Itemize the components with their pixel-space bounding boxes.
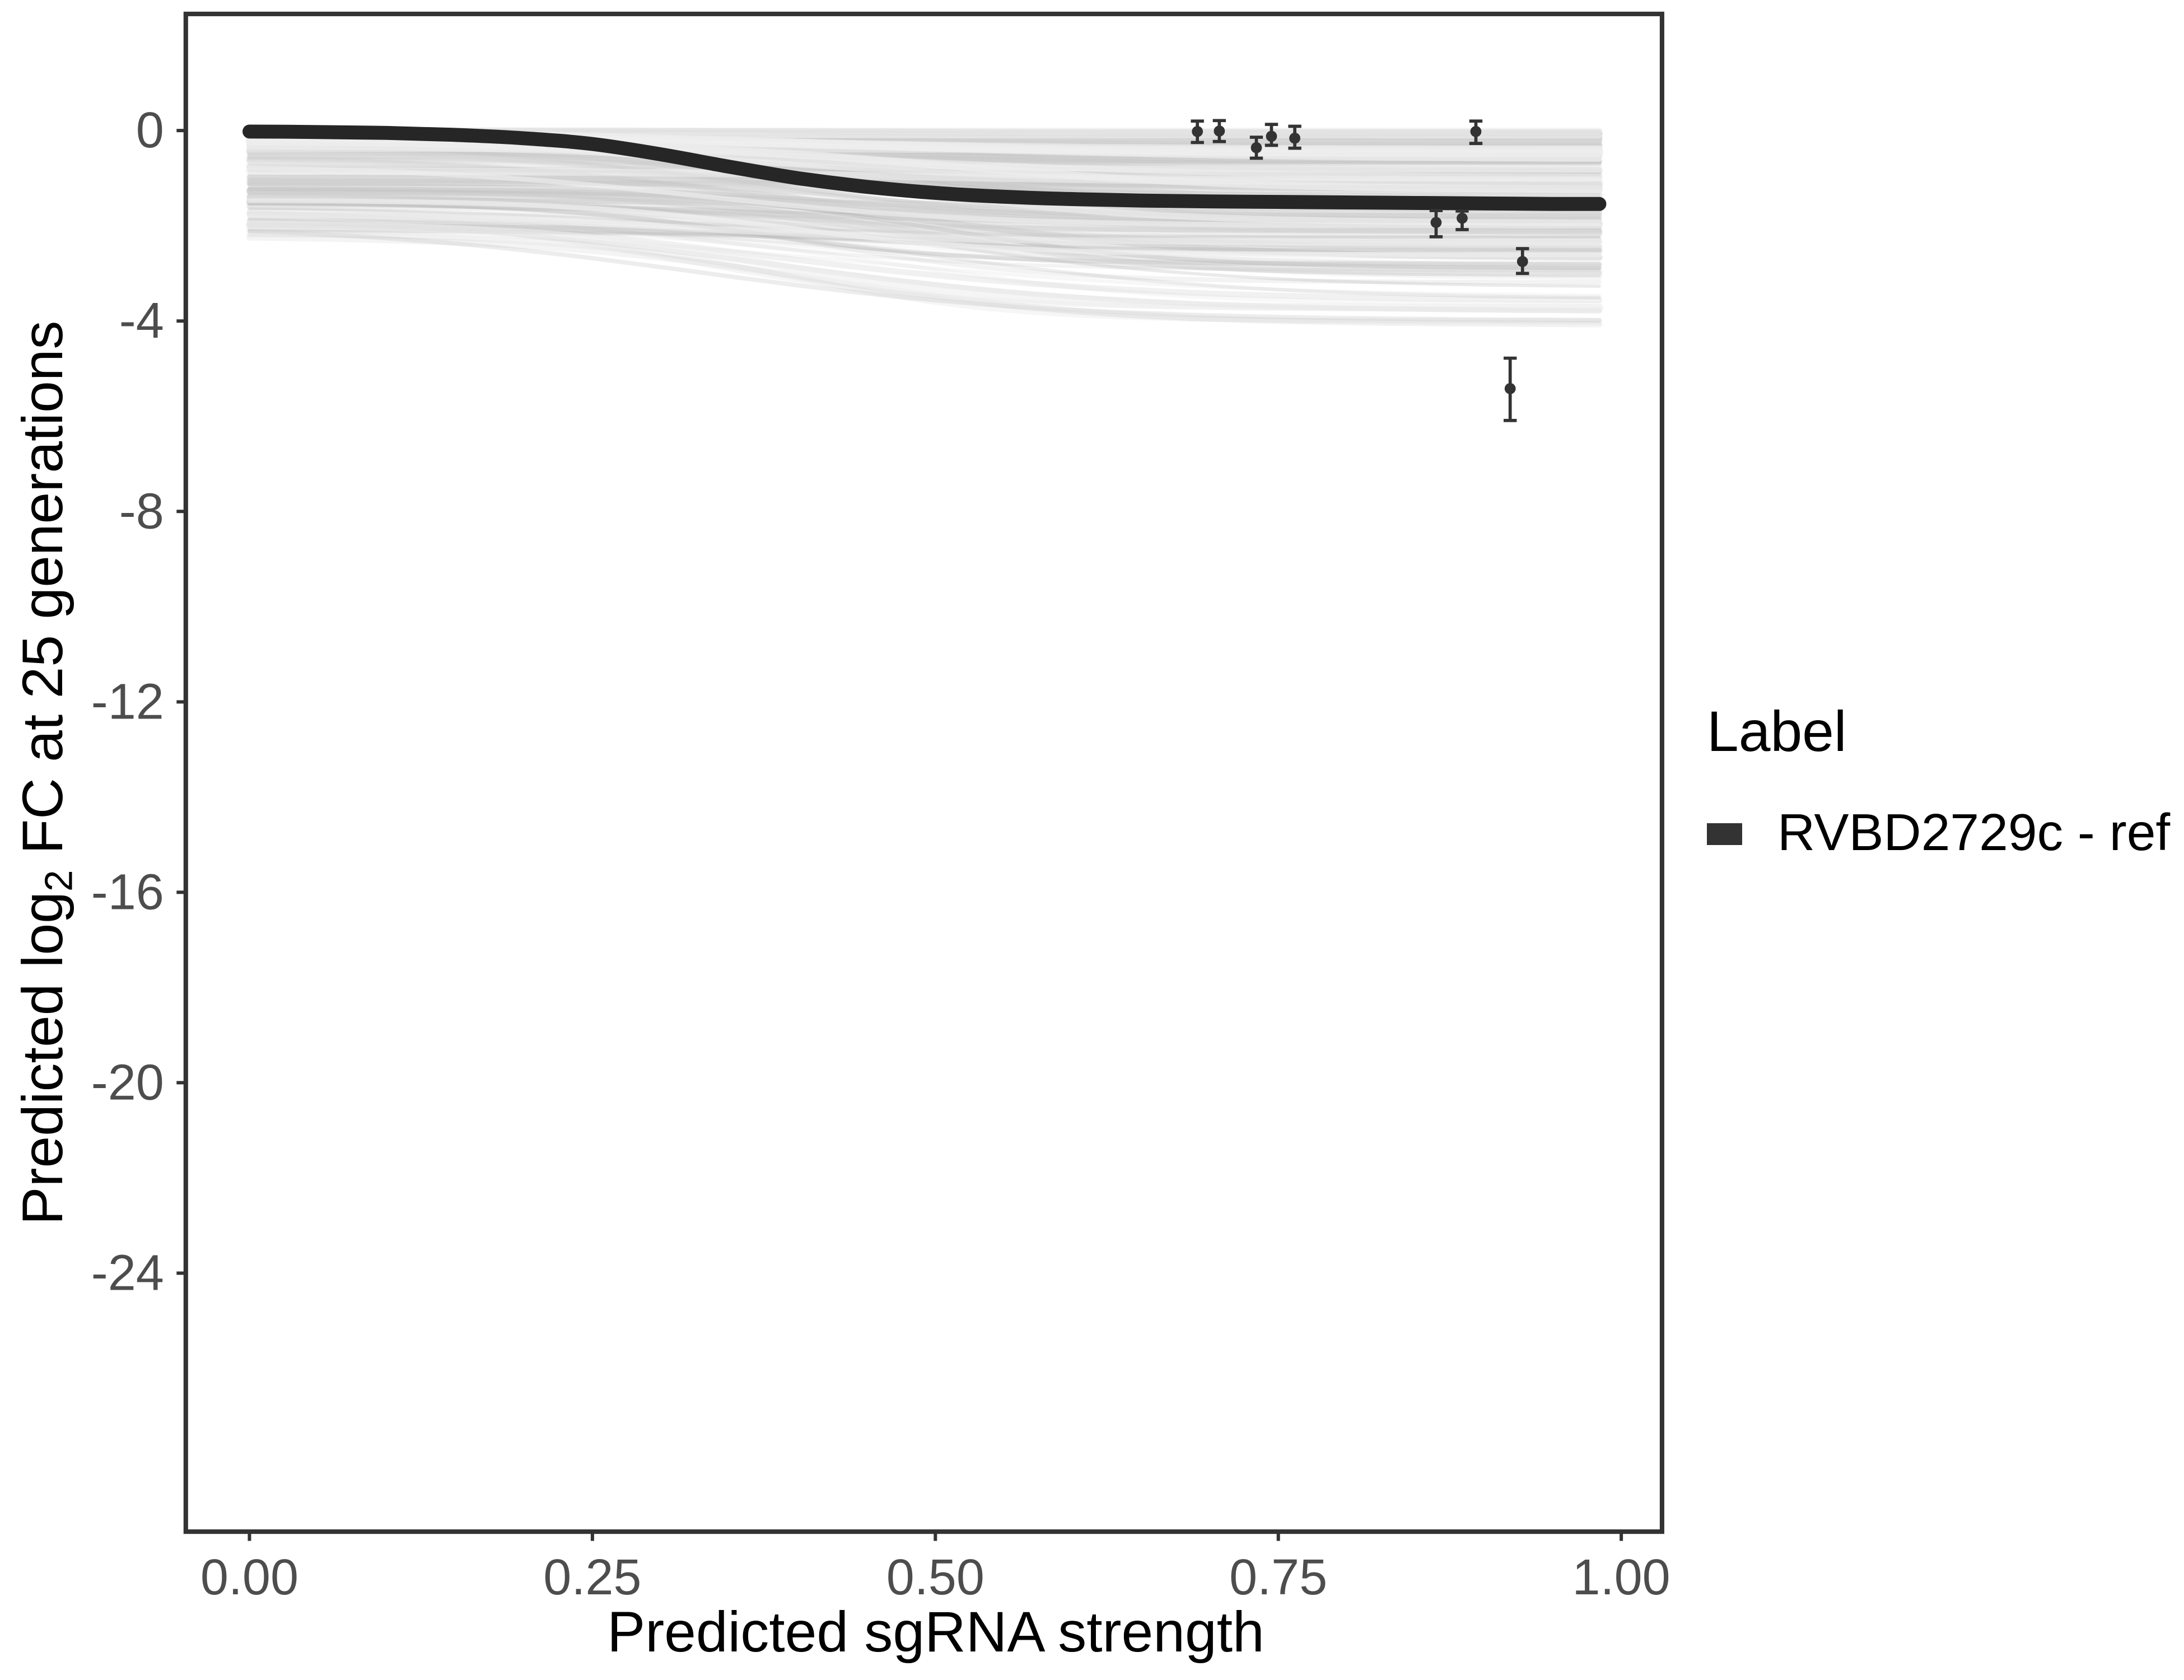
ensemble-curve	[248, 179, 1602, 217]
ensemble-curve	[246, 186, 1603, 235]
ensemble-curve	[247, 198, 1602, 258]
legend-key-line-swatch	[1707, 822, 1742, 844]
ensemble-curve	[248, 217, 1601, 278]
data-point	[1266, 130, 1277, 142]
error-bar-point	[1469, 119, 1483, 145]
legend-title: Label	[1707, 701, 1847, 764]
ensemble-curve	[245, 221, 1604, 312]
legend: Label RVBD2729c - ref	[1707, 701, 2170, 864]
y-axis-title-subscript: 2	[36, 870, 81, 892]
ensemble-curve	[247, 143, 1602, 195]
data-points	[1191, 119, 1529, 422]
data-point	[1516, 256, 1528, 267]
ensemble-curve	[247, 153, 1602, 164]
ensemble-curve	[246, 234, 1603, 328]
ensemble-curve	[245, 167, 1603, 186]
data-point	[1430, 217, 1442, 228]
ensemble-curve	[246, 209, 1603, 304]
error-bar-point	[1212, 119, 1226, 143]
reference-curve	[242, 124, 1607, 211]
y-tick-label: 0	[136, 102, 164, 158]
ensemble-curve	[246, 148, 1603, 199]
ensemble-curve	[247, 228, 1602, 323]
error-bar-point	[1249, 136, 1263, 160]
error-bar-point	[1516, 247, 1529, 276]
x-tick-label: 1.00	[1572, 1550, 1670, 1606]
error-bar-point	[1429, 209, 1443, 239]
y-tick-label: -20	[91, 1054, 164, 1110]
x-axis-title: Predicted sgRNA strength	[607, 1601, 1264, 1665]
ensemble-curve	[247, 200, 1602, 285]
error-bar-point	[1455, 209, 1469, 231]
ensemble-curve	[248, 228, 1602, 297]
ensemble-curve	[246, 232, 1602, 324]
error-bar-point	[1504, 356, 1517, 422]
panel-content	[242, 124, 1607, 328]
ensemble-curve	[247, 194, 1602, 233]
ensemble-curve	[248, 217, 1602, 300]
data-point	[1250, 142, 1262, 153]
x-tick-label: 0.00	[200, 1550, 298, 1606]
data-point	[1457, 212, 1468, 224]
ensemble-curve	[246, 194, 1603, 277]
error-bar-point	[1264, 123, 1278, 147]
ensemble-curve	[248, 207, 1601, 238]
data-point	[1504, 383, 1516, 394]
y-axis-title: Predicted log2 FC at 25 generations	[5, 185, 82, 1361]
error-bar-point	[1191, 119, 1204, 144]
y-tick-label: -24	[91, 1245, 164, 1301]
x-tick-label: 0.75	[1229, 1550, 1327, 1606]
panel-border	[183, 11, 1664, 1534]
ensemble-curve	[246, 155, 1603, 237]
legend-item-label: RVBD2729c - ref	[1777, 803, 2171, 862]
ensemble-curve	[246, 188, 1603, 236]
ensemble-curve	[248, 157, 1601, 220]
error-bar-point	[1288, 124, 1301, 150]
axes: 0.00 0.25 0.50 0.75 1.00 0 -4 -8 -12 -16 -20 -24	[91, 102, 1670, 1606]
x-tick-label: 0.25	[543, 1550, 641, 1606]
ensemble-curve	[247, 165, 1602, 228]
ensemble-curve	[248, 162, 1601, 197]
data-point	[1192, 125, 1203, 137]
y-axis-title-text: Predicted log	[12, 892, 76, 1225]
data-point	[1214, 125, 1225, 137]
ensemble-curve	[246, 203, 1603, 216]
ensemble-curve	[247, 152, 1602, 218]
y-tick-label: -8	[119, 483, 164, 539]
ensemble-curve	[247, 200, 1602, 267]
y-tick-label: -4	[119, 293, 164, 349]
y-axis-title-suffix: FC at 25 generations	[12, 320, 76, 870]
x-tick-label: 0.50	[886, 1550, 984, 1606]
legend-item: RVBD2729c - ref	[1707, 803, 2170, 864]
data-point	[1289, 132, 1301, 144]
ensemble-curve	[246, 218, 1603, 275]
ensemble-curve	[247, 232, 1602, 326]
ensemble-curve	[247, 186, 1602, 270]
ensemble-curve	[246, 144, 1603, 153]
y-tick-label: -16	[91, 864, 164, 920]
data-point	[1470, 125, 1482, 137]
ensemble-curve	[246, 211, 1603, 246]
y-tick-label: -12	[91, 674, 164, 730]
